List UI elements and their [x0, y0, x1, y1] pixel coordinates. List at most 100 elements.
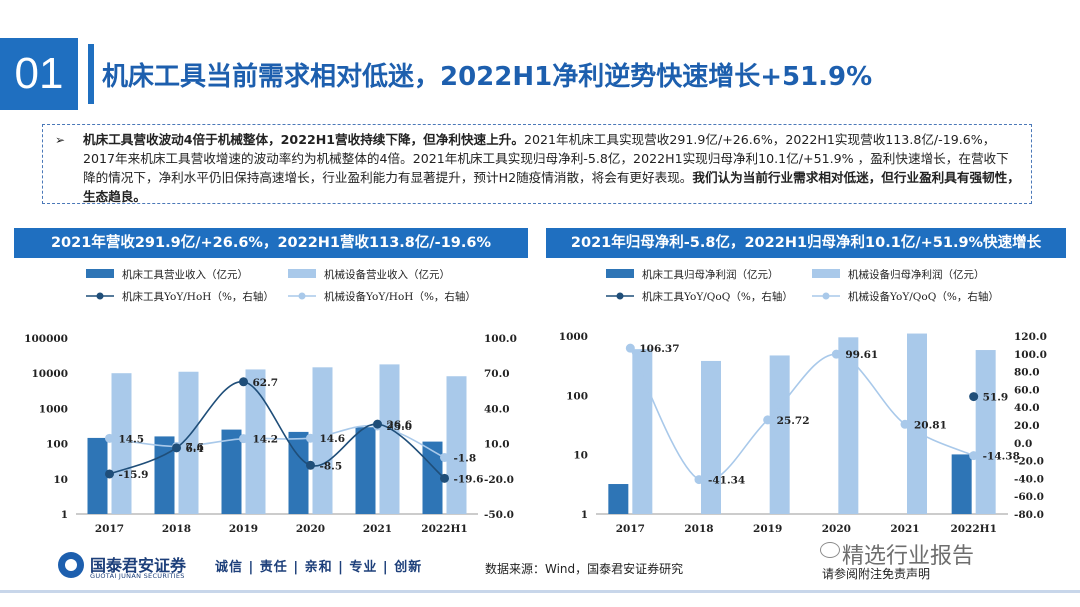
chart1-machinery-growth-data-label: 14.2 [253, 434, 279, 446]
chart1-bar-machinery [111, 373, 132, 514]
chart1-x-tick-label: 2022H1 [421, 523, 467, 535]
chart1-machinery-growth-point [440, 452, 449, 462]
chart1-machine-tool-growth-point [105, 469, 114, 479]
chart1-bar-machinery [312, 367, 333, 514]
chart1-bar-machine-tool [355, 427, 376, 514]
chart1-y2-tick-label: 100.0 [484, 333, 517, 345]
chart1-legend-label: 机械设备营业收入（亿元） [324, 268, 450, 281]
chart2-bar-machine-tool [951, 454, 972, 514]
chart2-bar-machinery [701, 360, 721, 514]
chart2-legend-marker [822, 292, 830, 300]
chart1-machine-tool-growth-point [172, 443, 181, 453]
chart2-machinery-growth-point [694, 475, 704, 485]
chart2-machine-tool-growth-point [969, 392, 979, 402]
chart1-machine-tool-growth-data-label: 6.4 [186, 443, 204, 455]
chart1-bar-machine-tool [288, 431, 309, 514]
chart1-legend-swatch [288, 269, 316, 278]
wechat-icon [820, 542, 840, 558]
chart2-bar-machine-tool [608, 484, 629, 514]
chart2-legend-swatch [812, 269, 840, 278]
chart2-bar-machinery [838, 337, 859, 514]
chart1-machinery-growth-data-label: -1.8 [454, 452, 477, 464]
chart2-net-profit: 机床工具归母净利润（亿元） 机械设备归母净利润（亿元） 机床工具YoY/QoQ（%，… [559, 268, 1047, 535]
chart1-revenue: 机床工具营业收入（亿元） 机械设备营业收入（亿元） 机床工具YoY/HoH（%，右轴… [24, 268, 517, 535]
chart1-title: 2021年营收291.9亿/+26.6%，2022H1营收113.8亿/-19.… [14, 228, 528, 258]
summary-lead: 机床工具营收波动4倍于机械整体，2022H1营收持续下降，但净利快速上升。 [83, 132, 524, 147]
chart1-x-tick-label: 2017 [95, 523, 124, 535]
chart2-bar-machinery [907, 333, 927, 514]
chart2-y-tick-label: 10 [573, 450, 588, 462]
chart1-y2-tick-label: 40.0 [484, 403, 510, 415]
watermark: 精选行业报告 [820, 538, 975, 570]
chart2-x-tick-label: 2020 [822, 523, 851, 535]
chart2-legend-swatch [606, 269, 634, 278]
chart1-bar-machine-tool [154, 436, 175, 514]
chart2-y2-tick-label: 100.0 [1014, 349, 1047, 361]
watermark-text: 精选行业报告 [842, 544, 975, 569]
chart1-y-tick-label: 1 [61, 509, 68, 521]
chart2-y-tick-label: 100 [566, 390, 588, 402]
summary-tail: 我们认为当前行业需求相对低迷，但行业盈利具有强韧性，生态趋良。 [83, 170, 1020, 204]
chart2-machinery-growth-point [969, 451, 979, 461]
chart2-y2-tick-label: -80.0 [1014, 509, 1044, 521]
chart1-machine-tool-growth-point [373, 419, 382, 429]
chart1-legend-swatch [86, 269, 114, 278]
chart1-machinery-growth-data-label: 7.6 [186, 441, 204, 453]
chart1-y-tick-label: 100000 [24, 333, 68, 345]
chart1-machine-tool-growth-data-label: -15.9 [119, 469, 149, 481]
logo-mark-icon [58, 552, 84, 578]
chart2-y2-tick-label: 0.0 [1014, 438, 1032, 450]
chart2-title: 2021年归母净利-5.8亿，2022H1归母净利10.1亿/+51.9%快速增… [546, 228, 1066, 258]
chart1-bar-machine-tool [221, 429, 242, 514]
chart2-machinery-growth-point [625, 343, 635, 353]
chart2-y2-tick-label: 20.0 [1014, 420, 1040, 432]
chart1-machine-tool-growth-point [239, 377, 248, 387]
chart1-bar-machinery [379, 364, 400, 514]
chart2-machine-tool-growth-data-label: 51.9 [983, 392, 1009, 404]
chart1-x-tick-label: 2018 [162, 523, 191, 535]
chart1-bar-machine-tool [87, 437, 108, 514]
chart2-machinery-growth-point [763, 415, 773, 425]
chart2-machinery-growth-data-label: 99.61 [845, 349, 878, 361]
chart2-machinery-growth-point [831, 349, 841, 359]
chart1-bar-machinery [245, 369, 266, 514]
chart2-legend-label: 机床工具归母净利润（亿元） [642, 268, 779, 281]
chart1-x-tick-label: 2019 [229, 523, 258, 535]
chart2-machinery-growth-data-label: 106.37 [639, 343, 679, 355]
chart2-legend-label: 机械设备YoY/QoQ（%，右轴） [848, 290, 999, 303]
chart1-legend-label: 机械设备YoY/HoH（%，右轴） [324, 290, 476, 303]
data-source: 数据来源：Wind，国泰君安证券研究 [485, 562, 684, 576]
summary-box: ➢ 机床工具营收波动4倍于机械整体，2022H1营收持续下降，但净利快速上升。2… [42, 124, 1032, 204]
chart1-machine-tool-growth-data-label: -19.6 [454, 473, 484, 485]
chart2-y2-tick-label: -20.0 [1014, 456, 1044, 468]
chart1-machine-tool-growth-point [440, 473, 449, 483]
chart2-y2-tick-label: 40.0 [1014, 402, 1040, 414]
chart2-y-tick-label: 1 [581, 509, 588, 521]
footer-slogan: 诚信 | 责任 | 亲和 | 专业 | 创新 [215, 560, 423, 575]
chart2-legend-label: 机床工具YoY/QoQ（%，右轴） [642, 290, 793, 303]
chart1-machinery-growth-point [105, 433, 114, 443]
chart1-machine-tool-growth-data-label: -8.5 [320, 460, 343, 472]
chart2-x-tick-label: 2021 [890, 523, 919, 535]
chart1-legend-marker [96, 292, 104, 300]
chart2-legend-label: 机械设备归母净利润（亿元） [848, 268, 985, 281]
chart1-machine-tool-growth-point [306, 460, 315, 470]
chart2-legend-marker [616, 292, 624, 300]
chart2-machinery-growth-data-label: 25.72 [777, 415, 810, 427]
chart2-bar-machinery [632, 349, 653, 514]
chart2-x-tick-label: 2018 [684, 523, 713, 535]
chart2-machinery-growth-data-label: -14.38 [983, 451, 1020, 463]
chart2-y2-tick-label: 120.0 [1014, 331, 1047, 343]
chart2-y2-tick-label: 80.0 [1014, 367, 1040, 379]
chart1-x-tick-label: 2020 [296, 523, 325, 535]
chart1-y2-tick-label: -20.0 [484, 474, 514, 486]
chart1-legend-label: 机床工具营业收入（亿元） [122, 268, 248, 281]
bullet-arrow-icon: ➢ [55, 133, 66, 147]
chart2-x-tick-label: 2017 [616, 523, 645, 535]
chart2-bar-machinery [769, 355, 790, 514]
chart1-x-tick-label: 2021 [363, 523, 392, 535]
chart1-bar-machine-tool [422, 441, 443, 514]
chart2-machinery-growth-data-label: -41.34 [708, 475, 745, 487]
chart2-x-tick-label: 2019 [753, 523, 782, 535]
chart1-legend-marker [298, 292, 306, 300]
